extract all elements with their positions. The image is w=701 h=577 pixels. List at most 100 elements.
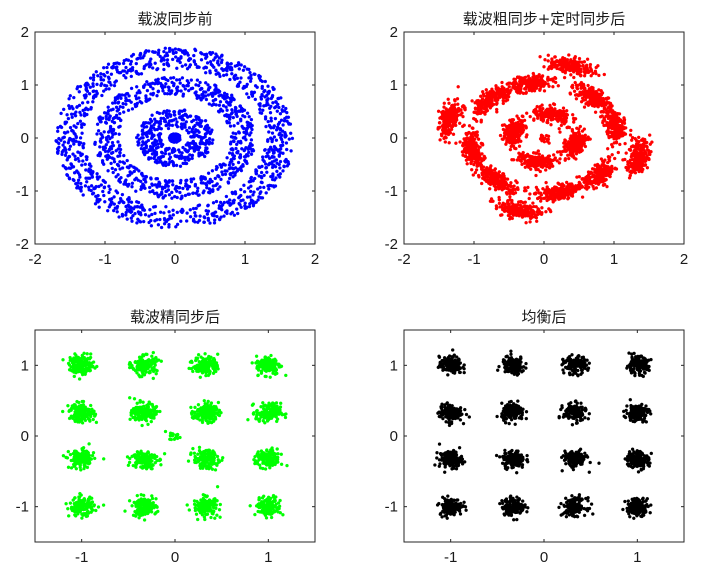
scatter-point [214,68,218,73]
scatter-point [116,154,120,159]
scatter-point [74,134,78,139]
scatter-point [456,85,460,89]
scatter-point [606,154,611,159]
scatter-point [247,180,252,184]
scatter-point [89,184,94,188]
scatter-point [133,211,137,216]
scatter-point [476,173,481,178]
scatter-point [266,97,270,101]
scatter-point [77,103,82,108]
scatter-point [243,114,247,119]
scatter-point [61,143,65,147]
scatter-point [509,144,513,149]
scatter-point [447,112,452,116]
scatter-point [436,109,441,114]
scatter-point [218,100,223,104]
scatter-point [84,106,88,110]
scatter-point [289,131,293,136]
scatter-point [442,123,446,128]
scatter-point [268,147,272,151]
scatter-point [443,135,447,140]
scatter-point [249,73,253,78]
scatter-point [124,178,128,182]
scatter-point [177,112,182,116]
scatter-point [187,126,192,130]
scatter-point [465,143,470,148]
scatter-point [441,113,445,118]
scatter-point [279,135,283,140]
scatter-point [167,225,171,229]
scatter-point [186,88,191,93]
scatter-point [231,156,236,160]
scatter-point [508,188,512,192]
scatter-point [572,156,576,160]
scatter-point [199,181,204,185]
scatter-point [153,50,158,54]
scatter-point [195,78,200,82]
scatter-point [513,146,517,151]
scatter-point [165,62,170,67]
x-tick-label: -2 [28,251,41,268]
scatter-point [119,96,123,101]
scatter-point [528,114,532,119]
scatter-point [151,205,156,209]
scatter-point [179,196,183,201]
scatter-point [235,76,240,81]
scatter-point [84,81,88,86]
scatter-point [72,142,76,146]
scatter-point [459,112,463,117]
scatter-point [226,62,231,66]
scatter-point [600,175,604,179]
scatter-point [229,166,233,170]
scatter-point [149,177,153,181]
scatter-point [527,80,532,84]
scatter-point [279,147,283,151]
scatter-point [246,95,251,100]
scatter-point [89,107,93,111]
scatter-point [241,162,245,167]
scatter-point [202,66,206,70]
scatter-point [174,91,179,95]
scatter-point [173,55,178,59]
scatter-point [503,92,507,96]
scatter-point [80,163,84,167]
scatter-point [513,203,518,208]
scatter-point [113,65,118,70]
scatter-point [247,133,252,137]
scatter-point [158,217,162,222]
scatter-point [587,185,591,189]
scatter-point [158,81,163,86]
scatter-point [122,182,126,186]
scatter-point [523,155,527,160]
scatter-point [214,167,219,172]
scatter-point [230,71,234,76]
scatter-point [194,90,198,94]
scatter-point [149,57,153,61]
scatter-point [88,176,92,180]
scatter-point [487,103,492,107]
scatter-point [461,124,465,129]
scatter-point [586,135,590,139]
scatter-point [167,210,171,214]
scatter-point [67,176,72,181]
scatter-point [203,135,207,139]
scatter-point [124,96,128,100]
scatter-point [506,209,510,213]
scatter-point [190,119,194,124]
scatter-point [188,208,193,212]
scatter-point [92,95,96,99]
scatter-point [270,165,275,170]
scatter-point [81,145,86,150]
scatter-point [80,131,84,135]
scatter-point [517,88,522,93]
scatter-point [170,57,175,62]
scatter-point [443,126,448,131]
scatter-point [180,124,184,128]
scatter-point [203,142,208,147]
scatter-point [266,119,270,124]
scatter-point [206,171,211,175]
scatter-point [227,163,232,167]
scatter-point [616,150,620,155]
scatter-point [117,177,122,182]
scatter-point [217,110,221,114]
